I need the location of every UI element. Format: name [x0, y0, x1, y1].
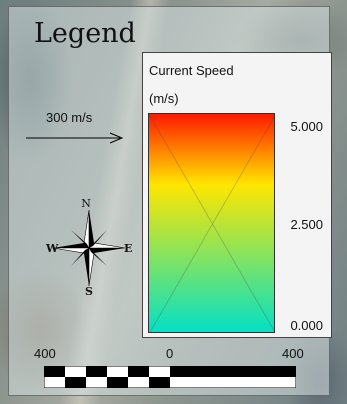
scale-unit: (m/s) [149, 91, 179, 106]
scale-label-mid: 2.500 [290, 217, 323, 232]
compass-north: N [81, 197, 91, 210]
compass-west: W [45, 242, 59, 255]
compass-rose-icon: N S W E [45, 197, 132, 296]
legend-title: Legend [34, 18, 136, 49]
scale-bar-label-center: 0 [166, 346, 174, 361]
current-speed-scale: Current Speed (m/s) 5.000 2.500 0.000 [142, 52, 332, 338]
scale-label-max: 5.000 [290, 119, 323, 134]
compass-east: E [124, 242, 132, 255]
reference-vector-label: 300 m/s [46, 110, 93, 125]
scale-title: Current Speed [149, 63, 234, 78]
scale-label-min: 0.000 [290, 318, 323, 333]
right-arrow-icon [26, 132, 124, 144]
scale-bar-label-left: 400 [34, 346, 56, 361]
distance-scale-bar [44, 366, 296, 388]
compass-south: S [85, 285, 93, 296]
scale-bar-label-right: 400 [282, 346, 304, 361]
speed-gradient-bar [148, 113, 275, 333]
